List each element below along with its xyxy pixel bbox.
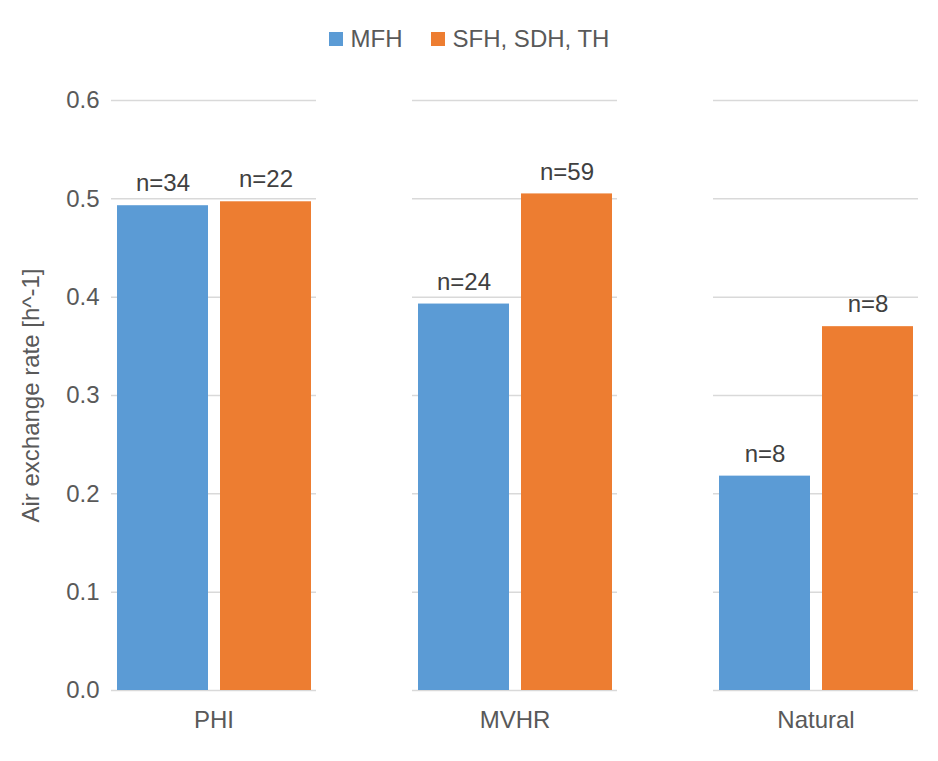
- svg-text:n=59: n=59: [540, 158, 594, 185]
- svg-text:0.6: 0.6: [66, 86, 99, 113]
- svg-text:n=8: n=8: [745, 440, 786, 467]
- svg-text:Natural: Natural: [777, 706, 854, 733]
- svg-text:n=24: n=24: [437, 268, 491, 295]
- svg-text:n=22: n=22: [239, 165, 293, 192]
- svg-text:n=8: n=8: [848, 290, 889, 317]
- svg-text:MVHR: MVHR: [480, 706, 551, 733]
- html-text:MFH: MFH: [350, 25, 403, 52]
- svg-text:0.4: 0.4: [66, 283, 99, 310]
- svg-text:0.5: 0.5: [66, 185, 99, 212]
- svg-text:PHI: PHI: [194, 706, 234, 733]
- svg-text:0.1: 0.1: [66, 578, 99, 605]
- svg-text:0.3: 0.3: [66, 381, 99, 408]
- svg-text:0.2: 0.2: [66, 480, 99, 507]
- svg-text:Air exchange rate [h^-1]: Air exchange rate [h^-1]: [17, 268, 44, 522]
- html-text:SFH, SDH, TH: SFH, SDH, TH: [452, 25, 610, 52]
- svg-text:0.0: 0.0: [66, 676, 99, 703]
- svg-text:n=34: n=34: [136, 169, 190, 196]
